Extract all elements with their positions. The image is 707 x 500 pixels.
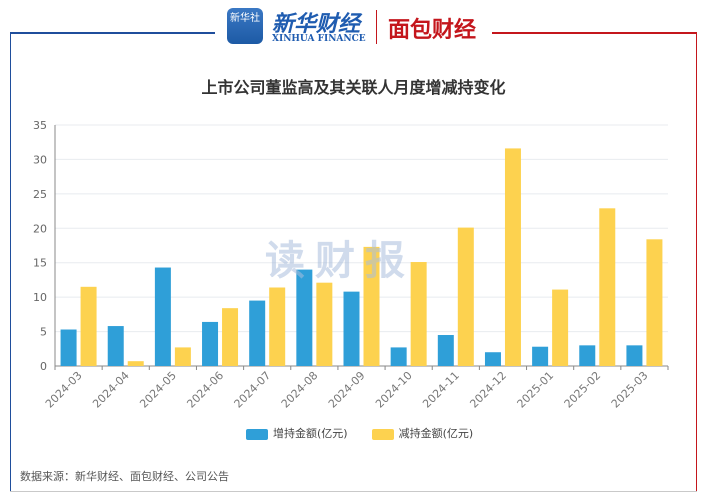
bar-decrease bbox=[599, 208, 616, 366]
bar-decrease bbox=[646, 239, 663, 366]
watermark: 读财报 bbox=[265, 238, 415, 284]
bar-increase bbox=[296, 269, 313, 366]
x-tick-label: 2024-12 bbox=[467, 369, 509, 411]
bar-decrease bbox=[504, 148, 521, 366]
y-tick-label: 0 bbox=[40, 360, 47, 373]
bar-increase bbox=[579, 345, 596, 366]
source-note: 数据来源：新华财经、面包财经、公司公告 bbox=[20, 470, 229, 483]
x-tick-label: 2025-02 bbox=[562, 369, 604, 411]
bar-decrease bbox=[363, 246, 380, 366]
x-tick-label: 2024-09 bbox=[326, 369, 368, 411]
bar-decrease bbox=[222, 308, 239, 366]
y-tick-label: 30 bbox=[33, 153, 47, 166]
x-tick-label: 2024-06 bbox=[184, 369, 226, 411]
legend-label: 增持金额(亿元) bbox=[273, 427, 348, 440]
bar-decrease bbox=[457, 227, 474, 366]
bar-increase bbox=[107, 326, 124, 366]
x-tick-label: 2024-10 bbox=[373, 369, 415, 411]
y-tick-label: 5 bbox=[40, 326, 47, 339]
x-tick-label: 2025-03 bbox=[609, 369, 651, 411]
bar-decrease bbox=[410, 262, 427, 366]
x-tick-label: 2024-05 bbox=[137, 369, 179, 411]
y-tick-label: 25 bbox=[33, 188, 47, 201]
xinhua-news-logo: 新华社 bbox=[227, 8, 263, 44]
legend-item-increase[interactable]: 增持金额(亿元) bbox=[246, 425, 348, 441]
frame-left bbox=[10, 32, 11, 492]
bar-decrease bbox=[80, 286, 97, 366]
x-tick-label: 2024-11 bbox=[420, 369, 462, 411]
xinhua-finance-logo: 新华财经 bbox=[272, 11, 361, 37]
y-tick-label: 10 bbox=[33, 291, 47, 304]
bar-increase bbox=[249, 300, 266, 366]
bar-decrease bbox=[174, 347, 191, 366]
y-tick-label: 15 bbox=[33, 257, 47, 270]
legend: 增持金额(亿元) 减持金额(亿元) bbox=[246, 425, 473, 441]
x-tick-label: 2024-03 bbox=[43, 369, 85, 411]
bar-increase bbox=[532, 346, 549, 366]
header-rule-right bbox=[492, 32, 697, 34]
x-tick-label: 2025-01 bbox=[515, 369, 557, 411]
bar-decrease bbox=[269, 287, 286, 366]
mianbao-logo: 面包财经 bbox=[388, 18, 477, 43]
x-tick-label: 2024-07 bbox=[232, 369, 274, 411]
bar-decrease bbox=[552, 289, 569, 366]
logo-divider bbox=[376, 10, 377, 44]
header-rule-left bbox=[10, 32, 215, 34]
bar-decrease bbox=[127, 361, 144, 366]
frame-bottom bbox=[10, 491, 697, 492]
legend-swatch bbox=[371, 428, 394, 440]
bar-increase bbox=[343, 291, 360, 366]
bar-increase bbox=[626, 345, 643, 366]
frame-right bbox=[696, 32, 697, 492]
chart-title: 上市公司董监高及其关联人月度增减持变化 bbox=[201, 78, 506, 97]
xinhua-finance-logo-en: XINHUA FINANCE bbox=[272, 34, 366, 44]
y-tick-label: 20 bbox=[33, 222, 47, 235]
bar-increase bbox=[60, 329, 77, 366]
bar-increase bbox=[390, 347, 407, 366]
legend-swatch bbox=[246, 428, 268, 440]
bar-increase bbox=[437, 335, 454, 366]
x-tick-label: 2024-08 bbox=[279, 369, 321, 411]
bar-increase bbox=[202, 321, 219, 366]
bar-decrease bbox=[316, 282, 333, 366]
legend-item-decrease[interactable]: 减持金额(亿元) bbox=[371, 425, 474, 441]
bar-increase bbox=[484, 352, 501, 366]
x-tick-label: 2024-04 bbox=[90, 369, 132, 411]
legend-label: 减持金额(亿元) bbox=[398, 427, 474, 440]
y-tick-label: 35 bbox=[33, 119, 47, 132]
bar-increase bbox=[154, 267, 171, 366]
